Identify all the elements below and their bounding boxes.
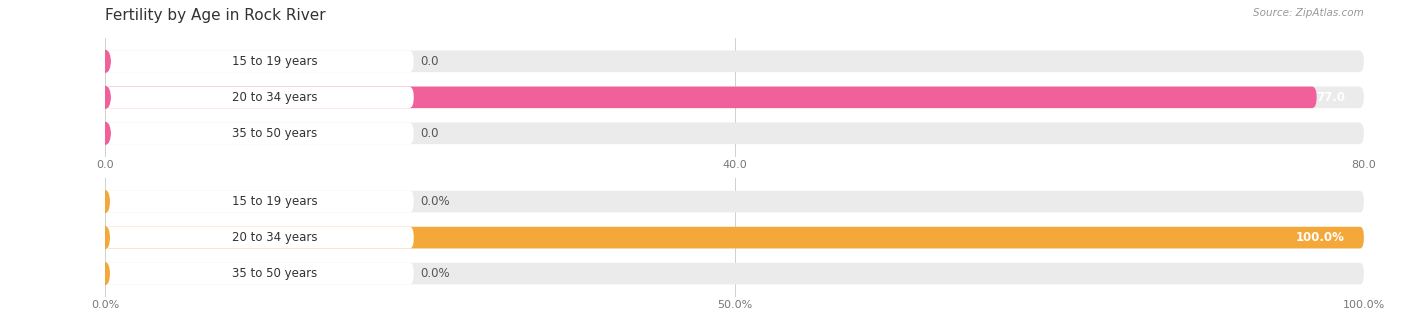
Text: 20 to 34 years: 20 to 34 years [232, 231, 318, 244]
FancyBboxPatch shape [105, 86, 1364, 108]
FancyBboxPatch shape [105, 263, 413, 284]
FancyBboxPatch shape [105, 122, 1364, 144]
Text: Source: ZipAtlas.com: Source: ZipAtlas.com [1253, 8, 1364, 18]
FancyBboxPatch shape [105, 191, 413, 213]
Circle shape [101, 122, 110, 144]
Text: 100.0%: 100.0% [1296, 231, 1346, 244]
Text: 35 to 50 years: 35 to 50 years [232, 127, 318, 140]
Circle shape [101, 191, 110, 213]
FancyBboxPatch shape [105, 86, 413, 108]
FancyBboxPatch shape [105, 122, 413, 144]
Circle shape [101, 86, 110, 108]
Text: Fertility by Age in Rock River: Fertility by Age in Rock River [105, 8, 326, 23]
Text: 0.0: 0.0 [420, 127, 439, 140]
Text: 15 to 19 years: 15 to 19 years [232, 195, 318, 208]
Circle shape [101, 50, 110, 72]
FancyBboxPatch shape [105, 86, 1316, 108]
FancyBboxPatch shape [105, 227, 1364, 248]
Text: 0.0%: 0.0% [420, 267, 450, 280]
Text: 35 to 50 years: 35 to 50 years [232, 267, 318, 280]
Text: 20 to 34 years: 20 to 34 years [232, 91, 318, 104]
Text: 0.0%: 0.0% [420, 195, 450, 208]
Circle shape [101, 227, 110, 248]
FancyBboxPatch shape [105, 191, 1364, 213]
FancyBboxPatch shape [105, 50, 1364, 72]
Text: 0.0: 0.0 [420, 55, 439, 68]
FancyBboxPatch shape [105, 263, 1364, 284]
Text: 15 to 19 years: 15 to 19 years [232, 55, 318, 68]
Circle shape [101, 263, 110, 284]
FancyBboxPatch shape [105, 227, 413, 248]
Text: 77.0: 77.0 [1316, 91, 1346, 104]
FancyBboxPatch shape [105, 227, 1364, 248]
FancyBboxPatch shape [105, 50, 413, 72]
